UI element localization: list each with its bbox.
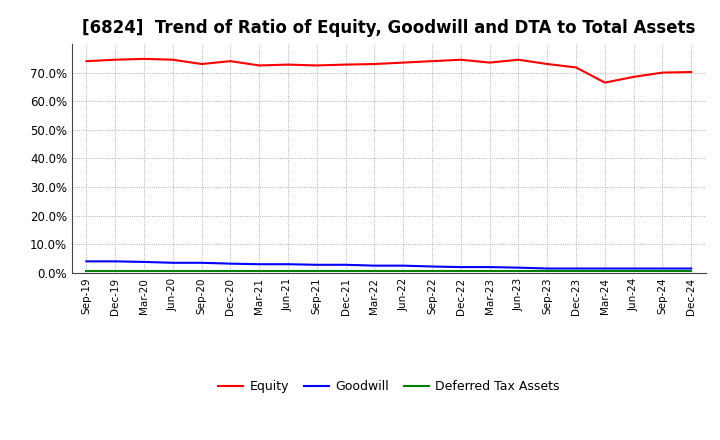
Goodwill [572,266,580,271]
Deferred Tax Assets [514,268,523,273]
Deferred Tax Assets [543,268,552,273]
Line: Equity: Equity [86,59,691,83]
Equity [514,57,523,62]
Goodwill [485,264,494,270]
Deferred Tax Assets [255,268,264,273]
Equity [543,61,552,66]
Equity [226,59,235,64]
Goodwill [456,264,465,270]
Goodwill [399,263,408,268]
Line: Goodwill: Goodwill [86,261,691,268]
Goodwill [226,261,235,266]
Title: [6824]  Trend of Ratio of Equity, Goodwill and DTA to Total Assets: [6824] Trend of Ratio of Equity, Goodwil… [82,19,696,37]
Goodwill [341,262,350,268]
Legend: Equity, Goodwill, Deferred Tax Assets: Equity, Goodwill, Deferred Tax Assets [213,375,564,398]
Deferred Tax Assets [687,268,696,273]
Goodwill [140,259,148,264]
Equity [341,62,350,67]
Equity [428,59,436,64]
Goodwill [370,263,379,268]
Goodwill [687,266,696,271]
Goodwill [312,262,321,268]
Deferred Tax Assets [226,268,235,273]
Equity [284,62,292,67]
Deferred Tax Assets [82,268,91,273]
Equity [197,61,206,66]
Goodwill [82,259,91,264]
Equity [370,61,379,66]
Goodwill [197,260,206,265]
Deferred Tax Assets [111,268,120,273]
Equity [629,74,638,80]
Equity [485,60,494,65]
Goodwill [284,261,292,267]
Equity [312,63,321,68]
Equity [140,56,148,62]
Deferred Tax Assets [399,268,408,273]
Equity [572,65,580,70]
Deferred Tax Assets [629,268,638,273]
Equity [600,80,609,85]
Deferred Tax Assets [341,268,350,273]
Goodwill [658,266,667,271]
Goodwill [629,266,638,271]
Goodwill [428,264,436,269]
Goodwill [543,266,552,271]
Goodwill [600,266,609,271]
Deferred Tax Assets [658,268,667,273]
Equity [399,60,408,65]
Equity [687,70,696,75]
Equity [82,59,91,64]
Equity [168,57,177,62]
Equity [658,70,667,75]
Deferred Tax Assets [168,268,177,273]
Goodwill [111,259,120,264]
Equity [255,63,264,68]
Goodwill [514,265,523,270]
Deferred Tax Assets [370,268,379,273]
Deferred Tax Assets [284,268,292,273]
Equity [456,57,465,62]
Equity [111,57,120,62]
Deferred Tax Assets [456,268,465,273]
Goodwill [168,260,177,265]
Goodwill [255,261,264,267]
Deferred Tax Assets [197,268,206,273]
Deferred Tax Assets [485,268,494,273]
Deferred Tax Assets [428,268,436,273]
Deferred Tax Assets [140,268,148,273]
Deferred Tax Assets [312,268,321,273]
Deferred Tax Assets [572,268,580,273]
Deferred Tax Assets [600,268,609,273]
